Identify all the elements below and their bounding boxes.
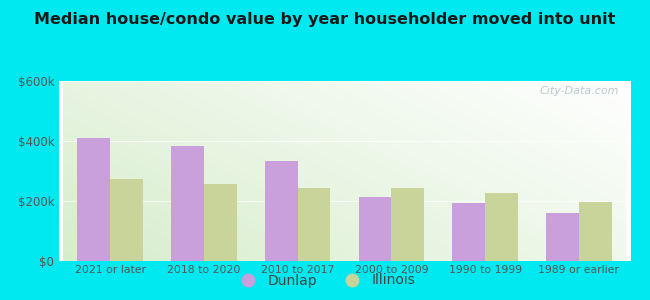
Bar: [77, 138, 110, 261]
Bar: [171, 146, 204, 261]
Bar: [204, 184, 237, 261]
Text: Median house/condo value by year householder moved into unit: Median house/condo value by year househo…: [34, 12, 616, 27]
Bar: [298, 188, 330, 261]
Bar: [485, 193, 518, 261]
Text: City-Data.com: City-Data.com: [540, 86, 619, 96]
Bar: [359, 196, 391, 261]
Legend: Dunlap, Illinois: Dunlap, Illinois: [229, 268, 421, 293]
Bar: [391, 188, 424, 261]
Bar: [110, 178, 143, 261]
Bar: [452, 203, 485, 261]
Bar: [546, 213, 579, 261]
Bar: [579, 202, 612, 261]
Bar: [265, 160, 298, 261]
